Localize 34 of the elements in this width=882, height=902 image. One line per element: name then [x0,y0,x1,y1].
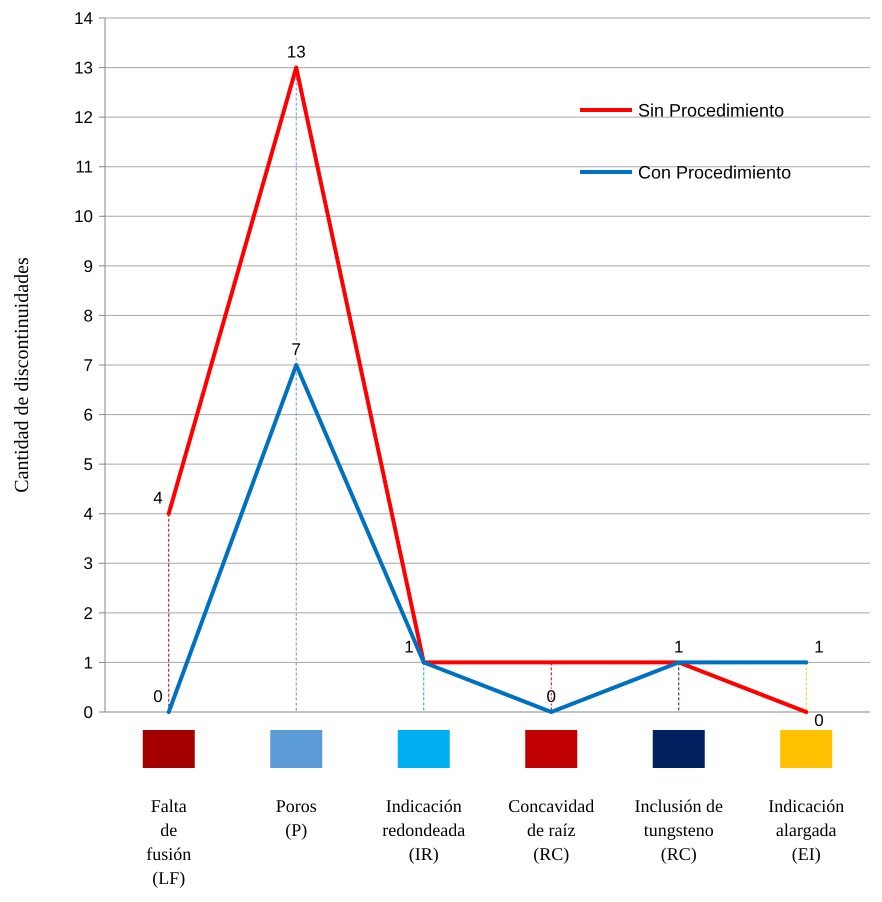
line-series [166,66,808,714]
x-tick-label: Falta de fusión (LF) [146,796,192,888]
y-tick-label: 1 [84,653,93,672]
legend-label: Sin Procedimiento [638,100,784,120]
data-label: 4 [153,488,163,508]
y-tick-label: 7 [84,356,93,375]
data-label: 0 [546,687,556,706]
data-label: 13 [286,42,306,62]
y-tick-label: 13 [74,58,93,78]
data-label: 1 [674,637,684,656]
y-tick-label: 6 [84,406,93,425]
y-tick-label: 2 [84,604,93,623]
y-tick-label: 3 [84,554,93,574]
y-tick-label: 0 [84,702,93,722]
y-tick-label: 14 [74,8,93,28]
x-tick-label: Indicación alargada (EI) [768,796,844,864]
y-tick-label: 12 [74,108,93,128]
data-label: 1 [404,637,414,656]
data-label: 0 [153,687,163,706]
legend-label: Con Procedimiento [638,162,792,182]
y-tick-label: 11 [75,158,93,177]
data-label: 0 [814,711,824,730]
y-tick-label: 8 [84,306,93,326]
data-label: 7 [292,340,301,359]
y-axis-title: Cantidad de discontinuidades [11,257,33,493]
x-tick-label: Inclusión de tungsteno (RC) [634,796,723,864]
data-label: 1 [814,637,824,656]
y-tick-label: 10 [74,207,93,226]
x-tick-label: Poros (P) [276,796,317,840]
y-tick-label: 9 [84,256,93,276]
x-tick-label: Concavidad de raíz (RC) [508,796,594,864]
x-tick-label: Indicación redondeada (IR) [382,796,466,864]
y-tick-label: 5 [84,455,93,474]
y-tick-label: 4 [84,504,93,524]
